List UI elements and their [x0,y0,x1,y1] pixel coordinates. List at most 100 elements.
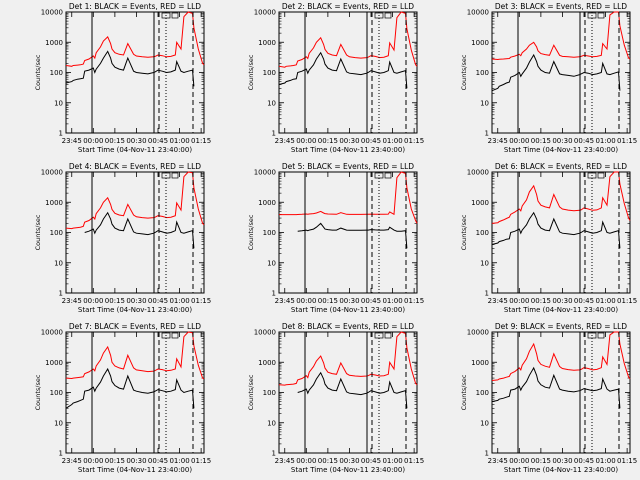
x-tick-label: 00:00 [83,297,103,305]
y-axis-label: Counts/sec [460,54,468,90]
x-axis-label: Start Time (04-Nov-11 23:40:00) [504,146,618,154]
chart-panel-7: Det 7: BLACK = Events, RED = LLD 1 10 100 10… [34,322,211,474]
y-tick-label: 1000 [258,359,276,367]
series-line-lld [491,331,631,381]
y-axis-label: Counts/sec [34,54,42,90]
y-tick-label: 1 [59,450,63,458]
x-axis-label: Start Time (04-Nov-11 23:40:00) [291,466,405,474]
chart-panel-9: Det 9: BLACK = Events, RED = LLD 1 10 100 10… [460,322,637,474]
top-marker [587,12,597,19]
y-tick-label: 1000 [471,39,489,47]
top-marker [587,332,597,339]
x-tick-label: 00:15 [105,457,125,465]
top-marker [384,12,392,19]
chart-panel-4: Det 4: BLACK = Events, RED = LLD 1 10 100 10… [34,162,211,314]
y-tick-label: 10 [54,419,63,427]
x-tick-label: 00:00 [296,137,316,145]
y-tick-label: 100 [263,229,276,237]
x-tick-label: 00:45 [574,297,594,305]
x-tick-label: 00:00 [83,457,103,465]
x-tick-label: 23:45 [62,457,82,465]
plot-frame [491,11,631,134]
y-tick-label: 10000 [254,9,276,17]
x-axis-label: Start Time (04-Nov-11 23:40:00) [78,306,192,314]
top-marker [384,172,392,179]
x-tick-label: 00:00 [296,297,316,305]
y-tick-label: 1 [272,290,276,298]
x-tick-label: 00:45 [148,137,168,145]
y-tick-label: 10 [54,259,63,267]
x-tick-label: 00:30 [552,457,572,465]
x-tick-label: 00:15 [105,137,125,145]
chart-title: Det 8: BLACK = Events, RED = LLD [282,322,414,331]
chart-panel-5: Det 5: BLACK = Events, RED = LLD 1 10 100 10… [247,162,424,314]
x-tick-label: 01:15 [617,457,637,465]
x-tick-label: 00:15 [318,297,338,305]
top-marker [171,172,179,179]
x-tick-label: 23:45 [62,137,82,145]
series-line-lld [278,11,418,68]
series-line-events [491,53,621,92]
series-line-lld [279,171,418,224]
chart-title: Det 2: BLACK = Events, RED = LLD [282,2,414,11]
y-tick-label: 1 [485,130,489,138]
y-axis-label: Counts/sec [247,214,255,250]
y-tick-label: 10 [267,259,276,267]
chart-panel-2: Det 2: BLACK = Events, RED = LLD 1 10 100 10… [247,2,424,154]
chart-title: Det 9: BLACK = Events, RED = LLD [495,322,627,331]
series-line-events [84,211,195,249]
y-tick-label: 100 [263,69,276,77]
y-tick-label: 10 [267,99,276,107]
series-line-lld [65,331,205,380]
y-tick-label: 100 [476,229,489,237]
top-marker [384,332,392,339]
top-marker [597,172,605,179]
y-tick-label: 100 [476,69,489,77]
x-tick-label: 00:30 [552,297,572,305]
y-tick-label: 1 [485,450,489,458]
x-axis-label: Start Time (04-Nov-11 23:40:00) [78,466,192,474]
x-tick-label: 00:00 [83,137,103,145]
x-tick-label: 00:00 [296,457,316,465]
y-tick-label: 1000 [258,39,276,47]
plot-frame [491,331,631,454]
y-tick-label: 1 [59,290,63,298]
x-tick-label: 00:30 [126,297,146,305]
x-tick-label: 00:30 [339,137,359,145]
y-tick-label: 10000 [41,169,63,177]
series-line-events [65,50,195,87]
x-axis-label: Start Time (04-Nov-11 23:40:00) [291,146,405,154]
y-tick-label: 100 [476,389,489,397]
chart-panel-3: Det 3: BLACK = Events, RED = LLD 1 10 100 10… [460,2,637,154]
x-tick-label: 00:45 [361,457,381,465]
y-axis-label: Counts/sec [460,374,468,410]
x-tick-label: 01:00 [595,297,615,305]
y-tick-label: 10 [480,99,489,107]
top-marker [597,12,605,19]
y-tick-label: 1000 [471,359,489,367]
top-marker [161,12,171,19]
y-tick-label: 10000 [41,9,63,17]
chart-panel-1: Det 1: BLACK = Events, RED = LLD 1 10 100 10… [34,2,211,154]
y-axis-label: Counts/sec [34,374,42,410]
top-marker [374,332,384,339]
series-line-events [65,367,195,409]
x-axis-label: Start Time (04-Nov-11 23:40:00) [291,306,405,314]
x-tick-label: 01:15 [617,297,637,305]
y-axis-label: Counts/sec [247,54,255,90]
y-tick-label: 100 [50,229,63,237]
y-tick-label: 1 [59,130,63,138]
chart-title: Det 3: BLACK = Events, RED = LLD [495,2,627,11]
y-tick-label: 1000 [45,359,63,367]
y-tick-label: 10 [54,99,63,107]
series-line-events [491,211,621,249]
series-line-lld [491,11,631,61]
y-tick-label: 100 [50,389,63,397]
x-tick-label: 01:00 [169,457,189,465]
y-tick-label: 1000 [45,199,63,207]
x-tick-label: 00:00 [509,297,529,305]
x-tick-label: 01:00 [382,457,402,465]
top-marker [597,332,605,339]
x-tick-label: 01:00 [595,457,615,465]
